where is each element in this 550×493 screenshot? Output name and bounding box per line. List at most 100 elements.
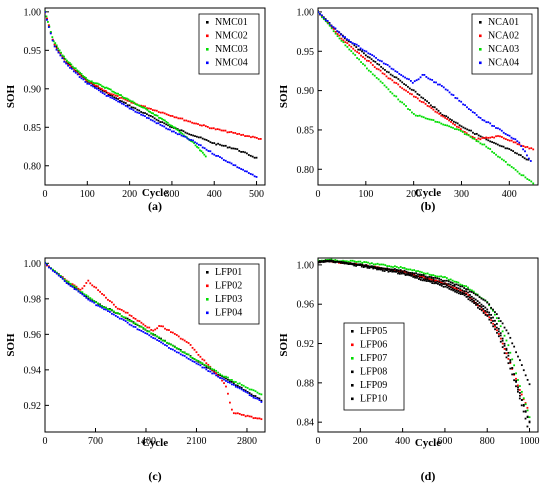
x-tick-label: 400: [207, 189, 222, 200]
data-point: [132, 322, 135, 325]
data-point: [106, 87, 109, 90]
data-point: [123, 96, 125, 99]
data-point: [501, 158, 503, 161]
data-point: [444, 116, 447, 119]
data-point: [211, 372, 214, 375]
data-point: [368, 267, 371, 269]
data-point: [436, 111, 439, 114]
data-point: [389, 73, 392, 76]
data-point: [148, 330, 151, 333]
data-point: [169, 125, 171, 128]
data-point: [471, 111, 474, 114]
data-point: [77, 287, 80, 290]
data-point: [346, 38, 348, 41]
data-point: [434, 281, 437, 284]
data-point: [452, 94, 455, 97]
data-point: [177, 117, 180, 120]
data-point: [519, 392, 521, 394]
data-point: [175, 116, 178, 119]
data-point: [517, 153, 520, 156]
data-point: [428, 118, 431, 121]
data-point: [126, 311, 129, 314]
data-point: [431, 279, 434, 281]
data-point: [215, 143, 218, 146]
data-point: [524, 150, 526, 153]
legend-marker: [351, 397, 354, 401]
data-point: [57, 47, 60, 50]
data-point: [372, 266, 375, 269]
data-point: [242, 388, 245, 391]
data-point: [498, 128, 501, 131]
data-point: [154, 334, 157, 337]
data-point: [489, 148, 492, 150]
data-point: [516, 152, 518, 155]
data-point: [182, 130, 185, 133]
data-point: [50, 267, 52, 270]
data-point: [471, 300, 474, 303]
data-point: [527, 158, 530, 161]
data-point: [124, 104, 127, 107]
data-point: [382, 263, 385, 266]
data-point: [223, 382, 225, 385]
data-point: [108, 92, 111, 95]
data-point: [431, 79, 434, 81]
data-point: [372, 263, 375, 266]
data-point: [400, 74, 403, 76]
data-point: [485, 136, 488, 139]
data-point: [528, 420, 531, 423]
data-point: [114, 94, 117, 97]
data-point: [112, 93, 115, 96]
data-point: [142, 330, 145, 333]
data-point: [90, 80, 93, 83]
data-point: [512, 141, 515, 144]
data-point: [430, 118, 433, 121]
data-point: [392, 268, 394, 271]
data-point: [480, 297, 483, 300]
data-point: [93, 83, 95, 86]
data-point: [342, 39, 345, 42]
data-point: [363, 52, 365, 55]
data-point: [229, 401, 231, 404]
data-point: [242, 168, 244, 171]
data-point: [526, 406, 529, 409]
data-point: [60, 51, 62, 54]
data-point: [526, 409, 529, 412]
data-point: [103, 306, 105, 309]
data-point: [119, 99, 121, 102]
data-point: [201, 151, 204, 154]
data-point: [95, 82, 98, 85]
series-NCA04: [318, 11, 532, 162]
data-point: [480, 306, 483, 308]
data-point: [130, 315, 133, 317]
data-point: [419, 76, 422, 79]
legend-entry: LFP07: [360, 353, 387, 364]
data-point: [515, 372, 517, 375]
data-point: [253, 175, 256, 178]
data-point: [189, 355, 192, 358]
data-point: [103, 90, 106, 93]
data-point: [197, 360, 200, 363]
data-point: [207, 370, 210, 372]
data-point: [518, 389, 521, 391]
data-point: [199, 136, 202, 139]
data-point: [161, 117, 163, 120]
data-point: [490, 319, 493, 322]
y-tick-label: 0.90: [297, 86, 315, 97]
data-point: [332, 28, 335, 30]
data-point: [196, 135, 198, 138]
data-point: [154, 328, 157, 331]
data-point: [384, 69, 386, 71]
data-point: [503, 352, 506, 355]
data-point: [168, 346, 170, 349]
data-point: [367, 265, 369, 268]
data-point: [193, 122, 195, 125]
data-point: [385, 75, 388, 78]
data-point: [118, 97, 121, 99]
data-point: [494, 328, 496, 331]
data-point: [414, 114, 417, 117]
data-point: [471, 135, 474, 138]
data-point: [96, 82, 99, 85]
data-point: [480, 309, 483, 312]
data-point: [502, 159, 505, 162]
data-point: [100, 88, 103, 90]
